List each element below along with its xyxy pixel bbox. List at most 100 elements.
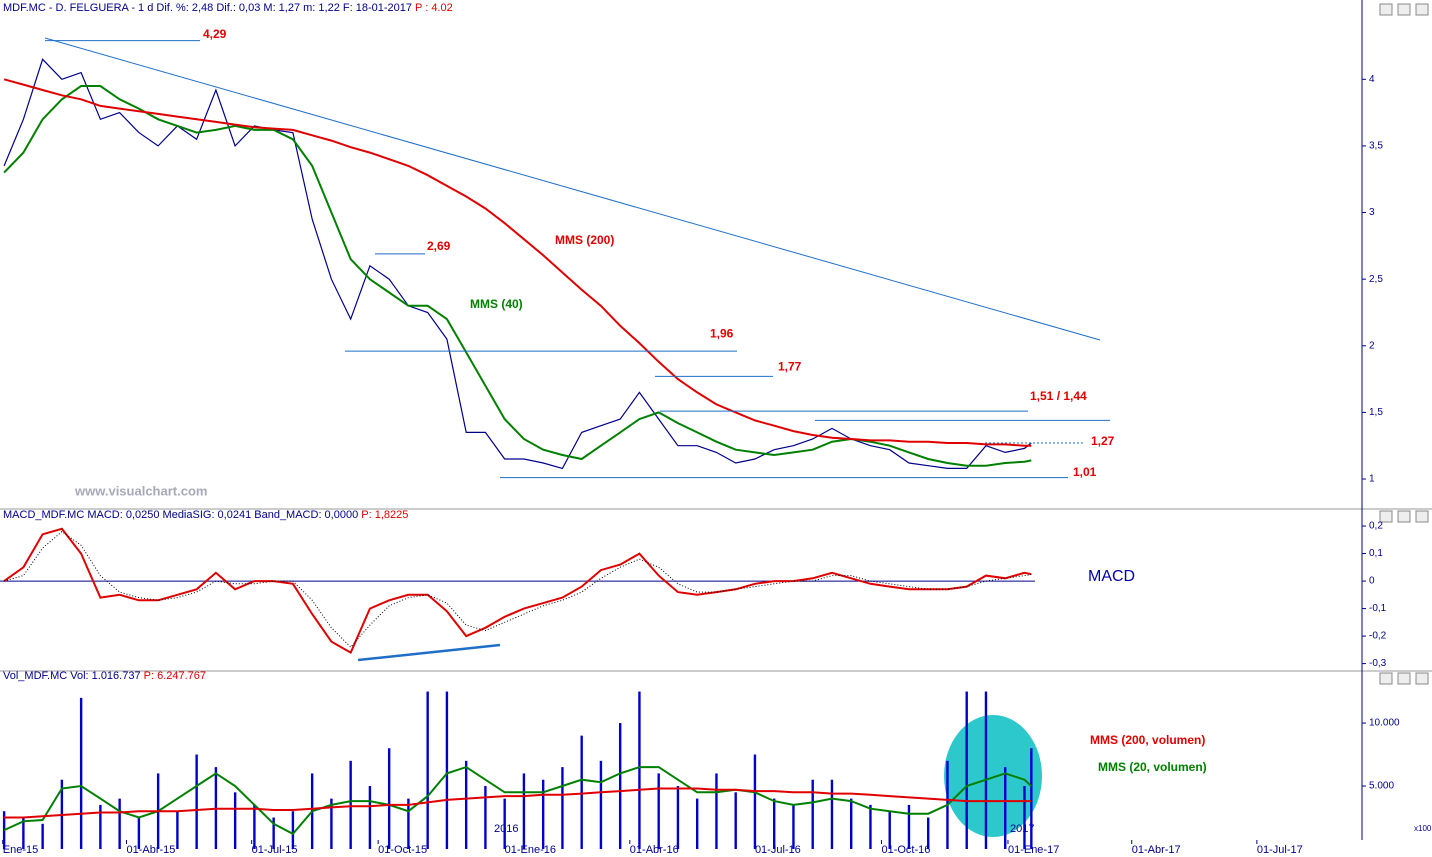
y-tick-label: 0	[1369, 576, 1375, 587]
button[interactable]	[1397, 3, 1411, 16]
x-tick-label: 01-Abr-16	[630, 844, 679, 856]
volume-bar	[445, 691, 449, 849]
header-price: P: 1,8225	[361, 509, 408, 521]
series-label: MMS (40)	[470, 297, 523, 311]
volume-bar	[772, 798, 776, 849]
volume-bar	[99, 804, 102, 849]
volume-bar	[484, 786, 487, 849]
unit-label: x100	[1414, 824, 1432, 833]
volume-bar	[464, 760, 468, 849]
volume-bar	[522, 773, 526, 849]
volume-bar	[407, 798, 410, 849]
volume-bar	[811, 779, 814, 849]
button[interactable]	[1415, 510, 1429, 523]
level-label: 1,01	[1073, 465, 1097, 479]
trend-line	[44, 37, 1101, 341]
button[interactable]	[1397, 672, 1411, 685]
watermark: www.visualchart.com	[74, 483, 207, 498]
level-label: 2,69	[427, 239, 451, 253]
x-tick-label: 01-Jul-15	[252, 844, 298, 856]
volume-bar	[734, 792, 737, 849]
volume-bar	[41, 823, 44, 849]
level-label: 1,77	[778, 360, 802, 374]
y-tick-label: 1,5	[1369, 407, 1383, 418]
volume-bar	[349, 760, 352, 849]
volume-bar	[426, 691, 429, 849]
y-tick-label: 5.000	[1369, 781, 1394, 792]
series-line	[3, 530, 1032, 648]
y-tick-label: 3,5	[1369, 141, 1383, 152]
divergence-line	[357, 643, 501, 662]
x-tick-label: 01-Ene-17	[1008, 844, 1059, 856]
volume-bar	[176, 811, 179, 849]
x-tick-label: 01-Oct-15	[378, 844, 427, 856]
button[interactable]	[1397, 510, 1411, 523]
highlight-ellipse	[944, 715, 1042, 837]
y-tick-label: -0,2	[1369, 631, 1387, 642]
volume-bar	[1030, 748, 1033, 849]
volume-bar	[330, 798, 333, 849]
y-tick-label: 0,1	[1369, 548, 1383, 559]
header-text: MACD_MDF.MC MACD: 0,0250 MediaSIG: 0,024…	[3, 509, 358, 521]
series-label: MACD	[1088, 568, 1135, 585]
volume-bar	[657, 773, 660, 849]
volume-bar	[368, 786, 372, 849]
y-tick-label: 1	[1369, 474, 1375, 485]
volume-bar	[599, 760, 603, 849]
volume-bar	[561, 767, 564, 849]
year-label: 2016	[494, 823, 518, 835]
volume-bar	[676, 786, 680, 849]
x-tick-label: 01-Oct-16	[881, 844, 930, 856]
series-label: MMS (200, volumen)	[1090, 733, 1205, 747]
volume-bar	[695, 798, 699, 849]
y-tick-label: 0,2	[1369, 521, 1383, 532]
series-line	[3, 85, 1032, 467]
series-line	[4, 787, 1032, 819]
volume-bar	[792, 804, 795, 849]
volume-bar	[541, 779, 545, 849]
volume-bar	[888, 811, 891, 849]
level-label: 1,96	[710, 326, 734, 340]
button[interactable]	[1379, 672, 1393, 685]
volume-bar	[79, 697, 83, 849]
volume-bar	[233, 792, 237, 849]
x-tick-label: 01-Jul-17	[1257, 844, 1303, 856]
y-tick-label: 2,5	[1369, 274, 1383, 285]
volume-bar	[927, 817, 930, 849]
series-label: MMS (200)	[555, 233, 614, 247]
button[interactable]	[1379, 510, 1393, 523]
volume-bar	[580, 735, 583, 849]
x-tick-label: 01-Jul-16	[755, 844, 801, 856]
x-tick-label: Ene-15	[3, 844, 38, 856]
window-buttons	[1379, 3, 1429, 685]
volume-bar	[503, 798, 506, 849]
volume-bar	[118, 798, 121, 849]
x-tick-label: 01-Abr-17	[1132, 844, 1181, 856]
y-tick-label: -0,1	[1369, 603, 1387, 614]
volume-header: Vol_MDF.MC Vol: 1.016.737 P: 6.247.767	[3, 670, 206, 682]
button[interactable]	[1415, 672, 1429, 685]
year-label: 2017	[1010, 823, 1034, 835]
button[interactable]	[1379, 3, 1393, 16]
header-text: Vol_MDF.MC Vol: 1.016.737	[3, 670, 141, 682]
volume-bar	[1023, 786, 1026, 849]
macd-header: MACD_MDF.MC MACD: 0,0250 MediaSIG: 0,024…	[3, 509, 408, 521]
header-price: P : 4.02	[415, 2, 453, 14]
series-line	[3, 766, 1032, 836]
y-tick-label: 2	[1369, 340, 1375, 351]
volume-bar	[618, 723, 622, 849]
series-line	[3, 78, 1032, 447]
button[interactable]	[1415, 3, 1429, 16]
volume-bar	[195, 754, 198, 849]
y-tick-label: 4	[1369, 74, 1375, 85]
x-tick-label: 01-Ene-16	[505, 844, 556, 856]
volume-bar	[984, 691, 988, 849]
volume-bar	[253, 804, 256, 849]
volume-bar	[387, 748, 391, 849]
y-tick-label: 10.000	[1369, 718, 1400, 729]
volume-bar	[291, 811, 295, 849]
volume-bar	[272, 817, 275, 849]
